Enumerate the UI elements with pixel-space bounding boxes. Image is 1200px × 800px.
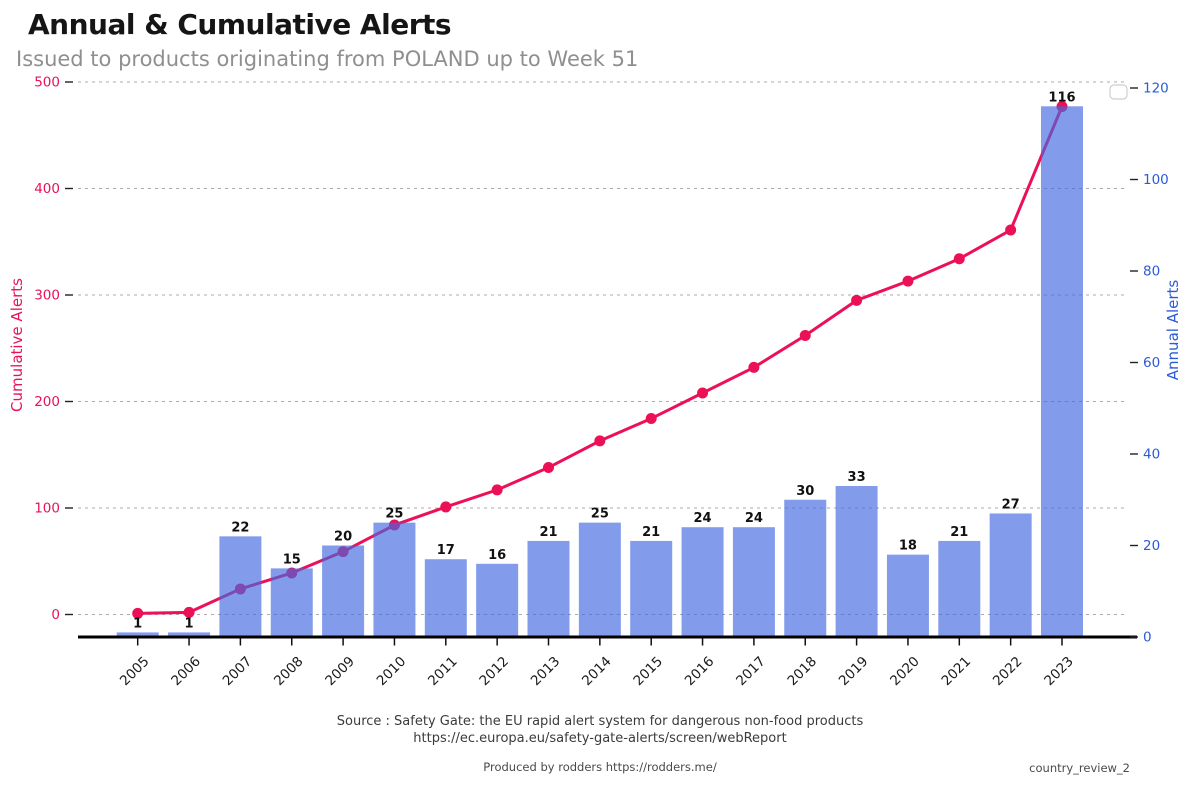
bar xyxy=(424,559,467,637)
bar xyxy=(578,522,621,637)
bar-value-label: 22 xyxy=(231,520,249,535)
x-tick-label: 2021 xyxy=(939,654,975,690)
cumulative-marker xyxy=(851,294,863,306)
bar-value-label: 116 xyxy=(1048,90,1075,105)
x-tick-label: 2013 xyxy=(528,654,564,690)
bar xyxy=(681,527,724,637)
right-tick-label: 120 xyxy=(1143,81,1169,97)
bar xyxy=(476,563,519,637)
cumulative-marker xyxy=(953,253,965,265)
left-tick-label: 500 xyxy=(34,75,60,91)
cumulative-marker xyxy=(645,413,657,425)
bar xyxy=(989,513,1032,637)
legend-box xyxy=(1109,84,1128,100)
document-id: country_review_2 xyxy=(1029,761,1130,775)
bar xyxy=(835,486,878,637)
x-tick-label: 2007 xyxy=(220,654,256,690)
left-tick-label: 300 xyxy=(34,288,60,304)
bar xyxy=(219,536,262,637)
chart-title: Annual & Cumulative Alerts xyxy=(28,8,452,41)
bar xyxy=(886,554,929,637)
bar xyxy=(527,540,570,637)
cumulative-marker xyxy=(543,462,554,474)
cumulative-marker xyxy=(132,607,144,619)
bar xyxy=(784,499,827,637)
cumulative-marker xyxy=(183,606,195,618)
x-tick-label: 2005 xyxy=(117,654,153,690)
bar-value-label: 17 xyxy=(437,543,455,558)
bar xyxy=(168,632,211,637)
source-line-1: Source : Safety Gate: the EU rapid alert… xyxy=(336,714,864,729)
bar-value-label: 1 xyxy=(185,616,194,631)
bar-value-label: 24 xyxy=(694,511,712,526)
bar-value-label: 20 xyxy=(334,530,352,545)
left-tick-label: 400 xyxy=(34,181,60,197)
bar xyxy=(116,632,159,637)
cumulative-marker xyxy=(440,501,452,513)
bar xyxy=(732,527,775,637)
bar xyxy=(322,545,365,637)
cumulative-marker xyxy=(697,387,709,399)
produced-by: Produced by rodders https://rodders.me/ xyxy=(483,760,717,774)
bar xyxy=(373,522,416,637)
right-tick-label: 40 xyxy=(1143,447,1160,463)
x-tick-label: 2014 xyxy=(579,654,615,690)
bar-value-label: 21 xyxy=(950,525,968,540)
bar xyxy=(270,568,313,637)
cumulative-marker xyxy=(491,484,503,496)
bar xyxy=(630,540,673,637)
x-tick-label: 2019 xyxy=(836,654,872,690)
source-line-2: https://ec.europa.eu/safety-gate-alerts/… xyxy=(413,730,787,746)
x-tick-label: 2010 xyxy=(374,654,410,690)
left-tick-label: 200 xyxy=(34,394,60,410)
right-tick-label: 60 xyxy=(1143,355,1160,371)
bar-value-label: 21 xyxy=(539,525,557,540)
bar-value-label: 24 xyxy=(745,511,763,526)
right-axis-title: Annual Alerts xyxy=(1164,280,1182,381)
x-tick-label: 2016 xyxy=(682,654,718,690)
source-note: Source : Safety Gate: the EU rapid alert… xyxy=(0,714,1200,748)
cumulative-marker xyxy=(748,361,760,373)
bar-value-label: 16 xyxy=(488,548,506,563)
bar-value-label: 25 xyxy=(385,507,403,522)
x-tick-label: 2015 xyxy=(630,654,666,690)
bar-value-label: 25 xyxy=(591,507,609,522)
right-tick-label: 80 xyxy=(1143,264,1160,280)
x-tick-label: 2022 xyxy=(990,654,1026,690)
bar-value-label: 15 xyxy=(283,552,301,567)
bar-value-label: 33 xyxy=(848,470,866,485)
x-tick-label: 2008 xyxy=(271,654,307,690)
left-tick-label: 0 xyxy=(51,607,60,623)
x-tick-label: 2020 xyxy=(887,654,923,690)
left-axis-title: Cumulative Alerts xyxy=(8,278,26,412)
cumulative-marker xyxy=(594,435,606,447)
chart-subtitle: Issued to products originating from POLA… xyxy=(16,47,639,71)
x-tick-label: 2011 xyxy=(425,654,461,690)
x-tick-label: 2017 xyxy=(733,654,769,690)
bar-value-label: 30 xyxy=(796,484,814,499)
x-tick-label: 2006 xyxy=(168,654,204,690)
bar xyxy=(938,540,981,637)
bar-value-label: 1 xyxy=(133,616,142,631)
x-tick-label: 2009 xyxy=(322,654,358,690)
x-tick-label: 2023 xyxy=(1041,654,1077,690)
left-tick-label: 100 xyxy=(34,501,60,517)
right-tick-label: 100 xyxy=(1143,172,1169,188)
x-tick-label: 2012 xyxy=(476,654,512,690)
x-tick-label: 2018 xyxy=(784,654,820,690)
right-tick-label: 20 xyxy=(1143,538,1160,554)
bar-value-label: 21 xyxy=(642,525,660,540)
bar-value-label: 27 xyxy=(1002,497,1020,512)
cumulative-marker xyxy=(1005,224,1017,236)
cumulative-marker xyxy=(902,275,914,287)
cumulative-marker xyxy=(799,329,811,341)
right-tick-label: 0 xyxy=(1143,630,1152,646)
bar xyxy=(1041,106,1083,638)
bar-value-label: 18 xyxy=(899,539,917,554)
